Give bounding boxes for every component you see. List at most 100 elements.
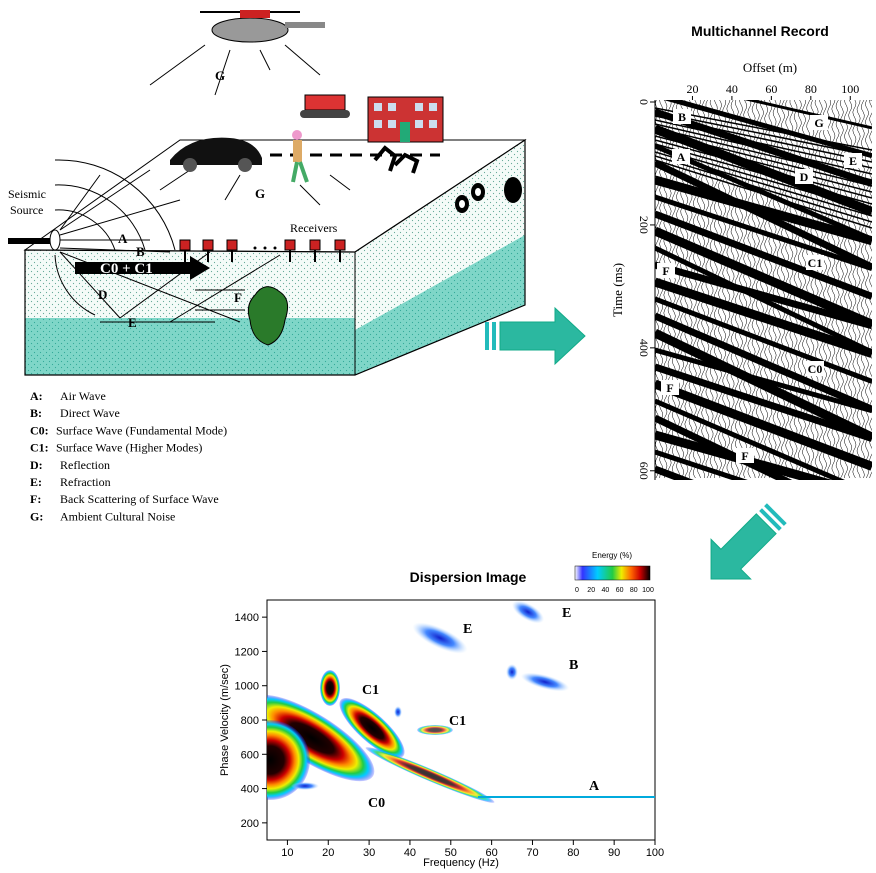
wave-label: D <box>98 287 107 302</box>
x-tick-label: 20 <box>686 82 698 96</box>
x-tick-label: 10 <box>281 847 293 859</box>
record-label: D <box>800 170 809 184</box>
x-tick-label: 60 <box>765 82 777 96</box>
source-label: Seismic <box>8 187 46 201</box>
legend-key: E: <box>30 475 42 489</box>
legend-text: Surface Wave (Higher Modes) <box>56 441 202 455</box>
wave-label: G <box>215 68 225 83</box>
wave-label: A <box>118 231 128 246</box>
energy-b <box>506 664 518 680</box>
receiver <box>203 240 213 250</box>
colorbar <box>575 566 650 580</box>
x-tick-label: 50 <box>445 847 457 859</box>
y-tick-label: 400 <box>241 784 259 796</box>
colorbar-label: Energy (%) <box>592 551 632 560</box>
dispersion-image: Dispersion Image Energy (%) Frequency (H… <box>219 551 664 869</box>
y-tick-label: 200 <box>637 216 651 234</box>
arrow-right <box>500 308 585 364</box>
dispersion-title: Dispersion Image <box>410 569 527 585</box>
legend-text: Refraction <box>60 475 111 489</box>
receiver <box>285 240 295 250</box>
colorbar-tick-label: 100 <box>642 587 654 594</box>
energy-c1 <box>320 670 340 706</box>
y-tick-label: 0 <box>637 99 651 105</box>
colorbar-tick-label: 40 <box>602 587 610 594</box>
dispersion-label: C1 <box>449 714 466 729</box>
legend-key: F: <box>30 492 41 506</box>
record-label: C1 <box>808 256 823 270</box>
record-label: C0 <box>808 362 823 376</box>
x-tick-label: 90 <box>608 847 620 859</box>
record-label: F <box>662 264 669 278</box>
helicopter <box>200 10 325 42</box>
legend-key: B: <box>30 406 42 420</box>
dot <box>264 247 267 250</box>
receiver <box>227 240 237 250</box>
record-label: F <box>666 381 673 395</box>
dispersion-label: B <box>569 658 578 673</box>
dot <box>254 247 257 250</box>
source-hammer <box>8 238 50 244</box>
x-tick-label: 40 <box>404 847 416 859</box>
porthole <box>475 188 481 196</box>
x-tick-label: 80 <box>567 847 579 859</box>
receiver <box>335 240 345 250</box>
y-tick-label: 1400 <box>235 612 259 624</box>
building <box>368 97 443 142</box>
legend-text: Surface Wave (Fundamental Mode) <box>56 423 227 437</box>
colorbar-tick-label: 60 <box>616 587 624 594</box>
record-title: Multichannel Record <box>691 23 829 39</box>
y-tick-label: 1200 <box>235 646 259 658</box>
wave-label: C0 + C1 <box>100 261 153 277</box>
record-label: B <box>678 110 686 124</box>
y-tick-label: 1000 <box>235 681 259 693</box>
wave-label: B <box>136 244 145 259</box>
arrow-stripe <box>485 322 489 350</box>
dispersion-label: C0 <box>368 796 385 811</box>
source-plate <box>50 230 60 250</box>
wave-label: E <box>128 315 137 330</box>
record-label: F <box>741 449 748 463</box>
event <box>655 0 872 15</box>
x-tick-label: 100 <box>841 82 859 96</box>
colorbar-tick-label: 80 <box>630 587 638 594</box>
dispersion-label: C1 <box>362 683 379 698</box>
energy-c1-upper <box>417 725 453 735</box>
x-tick-label: 100 <box>646 847 664 859</box>
dispersion-label: E <box>562 606 571 621</box>
porthole <box>504 177 522 203</box>
event <box>655 503 872 607</box>
legend-text: Reflection <box>60 458 110 472</box>
legend: A:Air WaveB:Direct WaveC0:Surface Wave (… <box>30 389 227 523</box>
x-tick-label: 70 <box>526 847 538 859</box>
event <box>655 571 872 664</box>
receiver <box>310 240 320 250</box>
y-tick-label: 200 <box>241 818 259 830</box>
legend-key: C0: <box>30 423 49 437</box>
legend-text: Air Wave <box>60 389 106 403</box>
legend-text: Back Scattering of Surface Wave <box>60 492 219 506</box>
legend-text: Ambient Cultural Noise <box>60 509 175 523</box>
y-tick-label: 400 <box>637 339 651 357</box>
x-tick-label: 40 <box>726 82 738 96</box>
y-tick-label: 600 <box>637 462 651 480</box>
legend-key: A: <box>30 389 43 403</box>
energy-blob <box>291 782 319 790</box>
receivers-label: Receivers <box>290 221 338 235</box>
block-front-lower <box>25 318 355 375</box>
dispersion-y-label: Phase Velocity (m/sec) <box>219 664 231 776</box>
y-tick-label: 800 <box>241 715 259 727</box>
porthole <box>459 200 465 208</box>
dispersion-label: E <box>463 622 472 637</box>
x-tick-label: 80 <box>805 82 817 96</box>
event <box>655 588 872 692</box>
arrow-stripe <box>492 322 496 350</box>
record-label: A <box>677 150 686 164</box>
dispersion-label: A <box>589 779 600 794</box>
record-x-label: Offset (m) <box>743 60 797 75</box>
x-tick-label: 60 <box>486 847 498 859</box>
receiver <box>180 240 190 250</box>
record-label: G <box>814 116 823 130</box>
x-tick-label: 20 <box>322 847 334 859</box>
